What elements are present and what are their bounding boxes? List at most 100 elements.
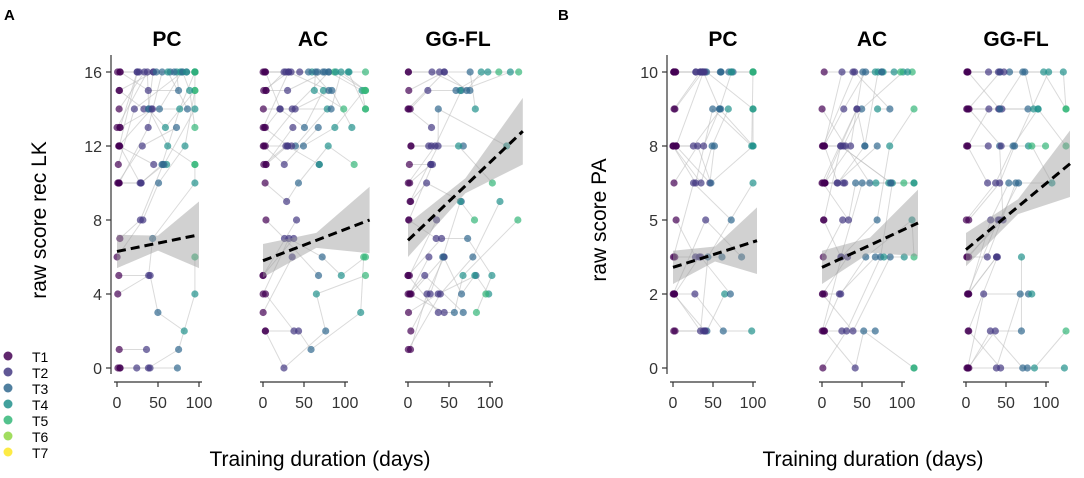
participant-segment: [426, 182, 462, 202]
participant-segment: [702, 71, 720, 110]
data-point: [434, 142, 442, 150]
data-point: [718, 253, 726, 261]
participant-segment: [116, 71, 148, 128]
data-point: [154, 179, 163, 187]
data-point: [477, 68, 485, 76]
data-point: [671, 105, 679, 113]
data-point: [361, 86, 370, 95]
data-point: [452, 86, 460, 95]
facet-title-pc: PC: [152, 28, 181, 51]
participant-segment: [461, 275, 476, 295]
facet-ac: AC 0 50 100: [818, 28, 919, 412]
data-point: [259, 105, 267, 113]
participant-segment: [967, 145, 989, 184]
participant-segment: [999, 145, 1016, 184]
participant-segment: [284, 238, 319, 276]
data-point: [436, 290, 444, 298]
data-point: [405, 160, 413, 169]
x-tick-label: 100: [477, 395, 504, 412]
participant-segment: [429, 256, 444, 295]
data-point: [191, 105, 199, 113]
participant-segment: [118, 71, 138, 147]
participant-segment: [823, 219, 842, 258]
participant-segment: [824, 145, 839, 184]
data-point: [459, 271, 467, 280]
data-point: [866, 179, 874, 187]
data-point: [860, 327, 868, 335]
data-point: [361, 105, 370, 113]
data-points: [818, 68, 918, 372]
participant-segment: [408, 164, 433, 221]
data-point: [133, 68, 141, 76]
participant-segment: [822, 330, 847, 369]
data-point: [288, 253, 296, 261]
data-point: [459, 308, 467, 317]
x-tick-label: 100: [1033, 395, 1060, 412]
participant-segment: [262, 238, 295, 276]
data-point: [312, 290, 320, 298]
data-point: [987, 216, 995, 224]
participant-segment: [864, 71, 879, 147]
y-tick-label: 16: [84, 65, 102, 82]
legend-swatch: [3, 383, 13, 393]
data-point: [282, 142, 290, 150]
participant-segment: [178, 293, 196, 350]
data-point: [962, 142, 971, 150]
data-point: [837, 142, 845, 150]
participant-segment: [700, 256, 709, 332]
participant-segment: [880, 182, 893, 258]
data-point: [464, 234, 472, 243]
data-point: [296, 68, 304, 76]
participant-segment: [854, 330, 865, 369]
participant-segment: [283, 330, 327, 369]
data-point: [721, 290, 729, 298]
data-point: [116, 234, 124, 243]
participant-segment: [694, 293, 724, 332]
data-point: [280, 364, 288, 372]
legend-swatch: [3, 351, 13, 361]
data-point: [261, 68, 270, 76]
data-point: [749, 179, 757, 187]
data-point: [984, 142, 992, 150]
data-point: [310, 86, 318, 95]
data-point: [315, 160, 323, 169]
trend-line: [965, 162, 1071, 251]
data-point: [1005, 68, 1014, 76]
data-point: [191, 86, 199, 95]
participant-segment: [712, 108, 753, 147]
data-point: [423, 179, 431, 187]
participant-segment: [347, 71, 366, 110]
participant-segment: [341, 256, 366, 276]
participant-segment: [321, 256, 342, 276]
trend-line: [672, 239, 758, 269]
facet-title-ac: AC: [298, 28, 328, 51]
participant-segment: [408, 108, 432, 128]
data-point: [709, 105, 717, 113]
data-point: [259, 271, 267, 280]
data-point: [853, 105, 861, 113]
data-point: [161, 123, 170, 132]
legend-label: T4: [32, 397, 49, 413]
participant-segment: [1062, 71, 1067, 110]
participant-segment: [139, 164, 164, 221]
data-point: [726, 290, 734, 298]
data-point: [849, 327, 857, 335]
participant-segment: [458, 145, 493, 184]
data-point: [424, 86, 432, 95]
panel-A: A 0 4 8 12 16 raw score rec LK Training duratio…: [4, 7, 524, 471]
data-point: [1005, 179, 1013, 187]
participant-segment: [822, 293, 854, 332]
y-tick-label: 12: [84, 139, 102, 156]
participant-segment: [989, 330, 1024, 369]
data-point: [158, 160, 166, 169]
participant-segment: [149, 275, 159, 313]
x-tick-label: 100: [889, 395, 916, 412]
data-point: [142, 345, 151, 354]
data-point: [280, 160, 288, 169]
data-point: [1034, 105, 1042, 113]
data-point: [886, 253, 894, 261]
participant-segment: [158, 145, 186, 184]
legend-swatch: [3, 447, 13, 457]
facet-gg-fl: GG-FL 0 50 100: [962, 28, 1071, 412]
participant-segment: [409, 90, 429, 110]
